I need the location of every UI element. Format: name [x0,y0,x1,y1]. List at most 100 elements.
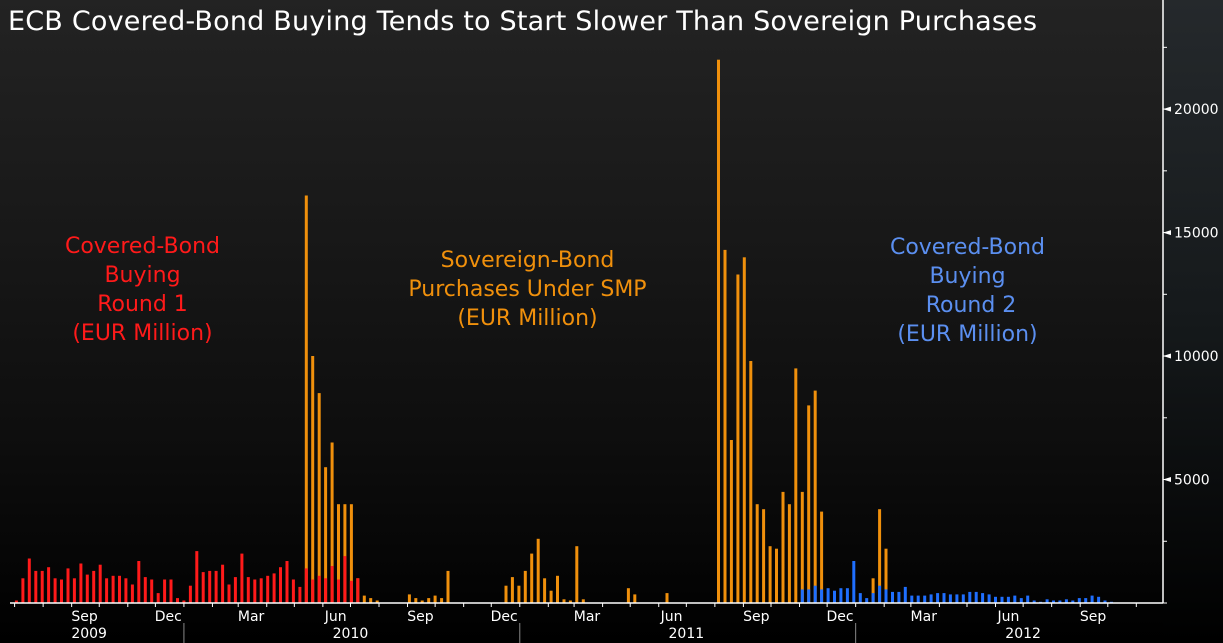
bar [781,491,785,603]
bar [188,585,192,603]
x-tick-label: Dec [155,609,182,625]
bar [362,595,366,603]
bar [246,577,250,603]
bar [21,578,25,603]
bar [768,546,772,603]
y-tick-marker [1163,477,1171,483]
bar [1006,596,1010,603]
bar [884,548,888,603]
bar [240,553,244,603]
bar [826,588,830,603]
bar [130,584,134,603]
year-label: 2010 [333,626,369,642]
bar [298,586,302,603]
bar [324,467,328,603]
bar [794,368,798,603]
bar [568,600,572,603]
bar [517,585,521,603]
bar [92,570,96,603]
bar [317,575,321,603]
bar [72,578,76,603]
annotation-covered-bond-round-2: Covered-Bond Buying Round 2 (EUR Million… [889,235,1046,347]
bar [420,600,424,603]
bar [1026,595,1030,603]
x-tick-label: Dec [491,609,518,625]
annotation-smp: Sovereign-Bond Purchases Under SMP (EUR … [408,248,647,331]
bar [974,591,978,603]
bar [124,578,128,603]
annotation-covered-bond-round-1: Covered-Bond Buying Round 1 (EUR Million… [64,234,221,346]
bar [337,504,340,603]
y-tick-marker [1163,106,1171,112]
bar [852,561,856,603]
bar [633,594,637,603]
x-tick-label: Mar [238,609,265,625]
bar [208,570,212,603]
y-axis-panel [1163,0,1223,643]
bar [807,589,811,603]
bar [169,579,173,603]
bar [556,575,559,603]
bar [910,595,914,603]
x-tick-label: Sep [407,609,434,625]
y-tick-label: 20000 [1174,102,1219,118]
bar [27,558,31,603]
bar [176,598,179,603]
bar [530,553,534,603]
bar [1058,600,1062,603]
bar [742,257,746,603]
bar [343,556,347,603]
x-tick-label: Mar [911,609,938,625]
bar [878,585,882,603]
bar [762,509,766,603]
bar [820,589,824,603]
bar [813,390,817,603]
bar [407,594,411,603]
bar [942,593,946,603]
bar [865,598,869,603]
bar [60,579,63,603]
bar [1019,598,1023,603]
bar [845,588,849,603]
bar [1013,595,1017,603]
bar [775,548,778,603]
bar [858,593,862,603]
bar [800,589,804,603]
bar [427,598,431,603]
chart-title: ECB Covered-Bond Buying Tends to Start S… [8,6,1038,37]
bar [878,509,882,603]
bar [871,578,875,603]
bar [955,594,959,603]
bar [53,578,57,603]
bar [1071,600,1075,603]
bar [903,586,907,603]
axes-layer: Sep Dec Mar Jun Sep Dec Mar Jun Sep Dec Mar Jun Sep2… [10,0,1219,643]
bar [562,599,566,603]
bar [504,585,508,603]
bar [98,564,102,603]
bar [581,599,585,603]
y-tick-marker [1163,230,1171,236]
bar [807,405,811,603]
bar [369,598,373,603]
bar [1052,600,1055,603]
x-tick-label: Jun [996,609,1019,625]
bar [79,563,83,603]
x-tick-label: Jun [660,609,683,625]
bar [259,578,263,603]
bar [150,579,154,603]
y-tick-label: 10000 [1174,349,1219,365]
bar [736,274,740,603]
bar [1032,600,1036,603]
bar [311,356,315,603]
bar [820,511,824,603]
bar [337,579,340,603]
bar [839,588,843,603]
bar [749,361,753,603]
bar [755,504,759,603]
bar [414,598,418,603]
bar [1084,598,1088,603]
bar [1090,595,1094,603]
bar [994,596,997,603]
bar [349,580,353,603]
